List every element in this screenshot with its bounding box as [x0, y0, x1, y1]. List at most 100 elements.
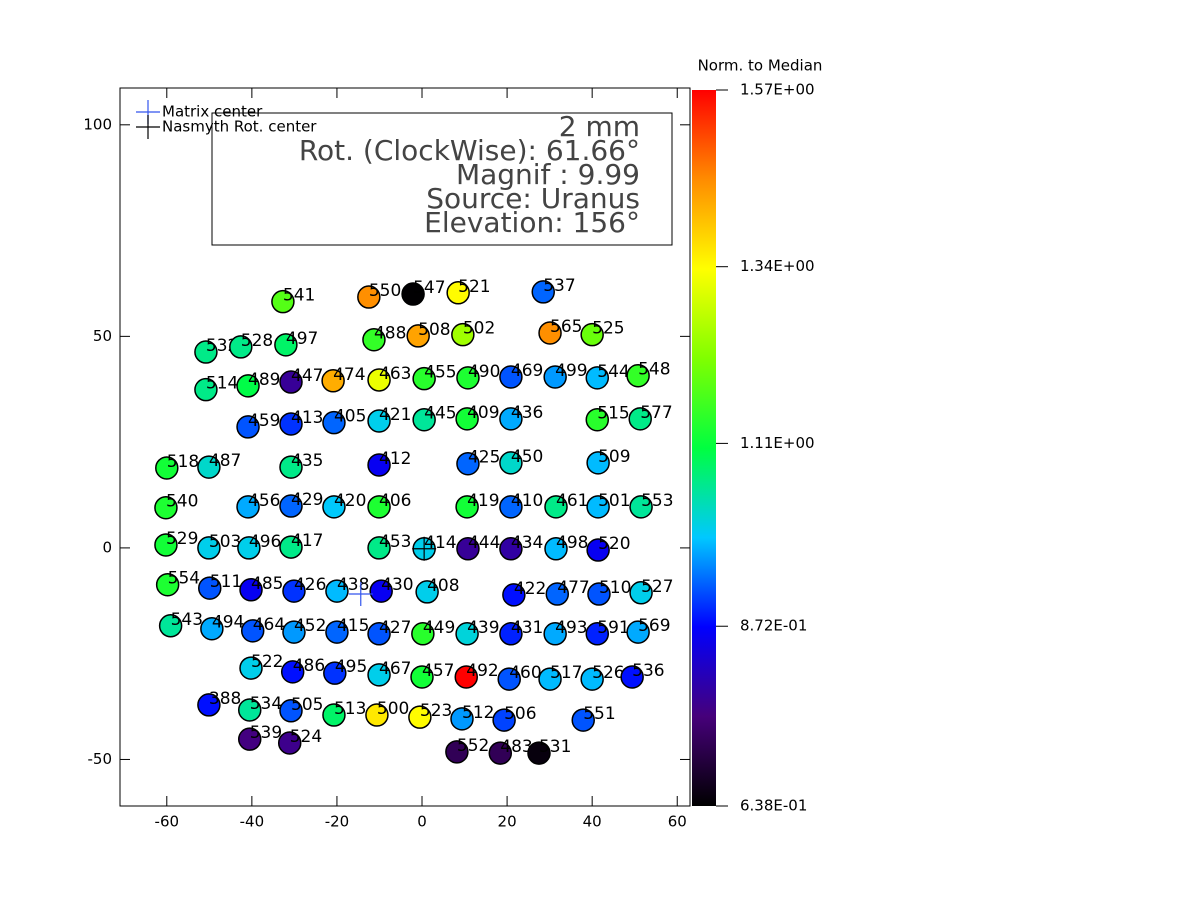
detector-label: 528 [241, 331, 273, 351]
colorbar-tick-label: 1.57E+00 [740, 81, 815, 99]
detector [586, 538, 610, 562]
detector-label: 515 [597, 404, 629, 424]
detector [279, 370, 303, 394]
detector [369, 579, 393, 603]
detector [401, 282, 425, 306]
detector [455, 622, 479, 646]
detector-label: 565 [550, 317, 582, 337]
detector [456, 537, 480, 561]
detector-label: 414 [424, 533, 456, 553]
colorbar-tick-label: 1.34E+00 [740, 257, 815, 275]
detector [322, 703, 346, 727]
detector-label: 493 [555, 618, 587, 638]
detector [282, 579, 306, 603]
y-tick-label: -50 [88, 750, 113, 768]
detector [198, 576, 222, 600]
detector-label: 410 [511, 491, 543, 511]
detector-label: 419 [467, 491, 499, 511]
detector [499, 365, 523, 389]
detector-label: 508 [418, 320, 450, 340]
annotation: Elevation: 156° [424, 206, 640, 239]
detector-label: 431 [511, 618, 543, 638]
detector [154, 495, 178, 520]
marker-cross [412, 536, 437, 561]
detector-label: 459 [248, 411, 280, 431]
detector-label: 591 [597, 618, 629, 638]
detector-label: 569 [638, 616, 670, 636]
detector-label: 506 [504, 704, 536, 724]
detector-label: 511 [210, 572, 242, 592]
detector-label: 502 [463, 319, 495, 339]
detector-label: 548 [638, 360, 670, 380]
detector-label: 430 [381, 575, 413, 595]
detector [240, 619, 265, 643]
detector-label: 518 [167, 452, 199, 472]
detector-label: 461 [556, 491, 588, 511]
detector [455, 495, 479, 519]
detector [543, 365, 567, 389]
detector [406, 324, 430, 348]
y-tick-label: 0 [102, 538, 112, 556]
detector-label: 490 [468, 362, 500, 382]
detector-label: 460 [509, 663, 541, 683]
detector [229, 335, 253, 359]
detector-label: 553 [641, 491, 673, 511]
detector [544, 537, 568, 561]
detector [499, 537, 523, 561]
marker-cross [348, 582, 373, 607]
detector [197, 536, 221, 560]
detector-label: 434 [511, 533, 543, 553]
detector-label: 429 [291, 490, 323, 510]
detector [450, 707, 474, 731]
detector-label: 513 [334, 699, 366, 719]
detector-label: 554 [168, 569, 200, 589]
detector-label: 499 [555, 361, 587, 381]
annotation: 2 mm [559, 110, 640, 143]
detector-label: 500 [377, 699, 409, 719]
detector-label: 525 [592, 319, 624, 339]
detector-label: 426 [294, 575, 326, 595]
detector-label: 540 [166, 492, 198, 512]
detector [571, 708, 595, 732]
detector-label: 487 [209, 451, 241, 471]
detector [538, 321, 562, 345]
detector [367, 622, 391, 646]
detector [367, 453, 391, 477]
detector-label: 436 [511, 403, 543, 423]
detector [538, 667, 562, 691]
detector-label: 464 [253, 615, 285, 635]
y-tick-label: 100 [83, 115, 112, 133]
detector-label: 483 [500, 737, 532, 757]
detector [321, 369, 345, 393]
detector-label: 463 [379, 364, 411, 384]
detector [322, 410, 346, 435]
detector [502, 583, 526, 607]
detector [239, 656, 263, 680]
legend-symbol [136, 115, 160, 139]
detector [279, 535, 303, 559]
detector [585, 366, 610, 390]
detector-label: 427 [379, 618, 411, 638]
detector [626, 363, 650, 388]
annotation: Source: Uranus [426, 182, 640, 215]
detector [325, 620, 349, 644]
detector [277, 731, 302, 755]
detector-label: 405 [334, 407, 366, 427]
detector [200, 616, 224, 641]
detector-label: 449 [423, 618, 455, 638]
detector [499, 495, 523, 519]
legend-label: Matrix center [162, 103, 263, 121]
detector-label: 408 [427, 576, 459, 596]
detector [410, 665, 434, 689]
detector [194, 340, 218, 364]
detector [499, 407, 523, 431]
detector-label: 524 [290, 727, 322, 747]
detector-label: 453 [379, 532, 411, 552]
detector [499, 622, 523, 646]
detector [585, 622, 610, 646]
detector [367, 495, 391, 519]
detector-label: 455 [424, 363, 456, 383]
x-tick-label: 0 [417, 813, 427, 831]
detector-label: 492 [466, 661, 498, 681]
